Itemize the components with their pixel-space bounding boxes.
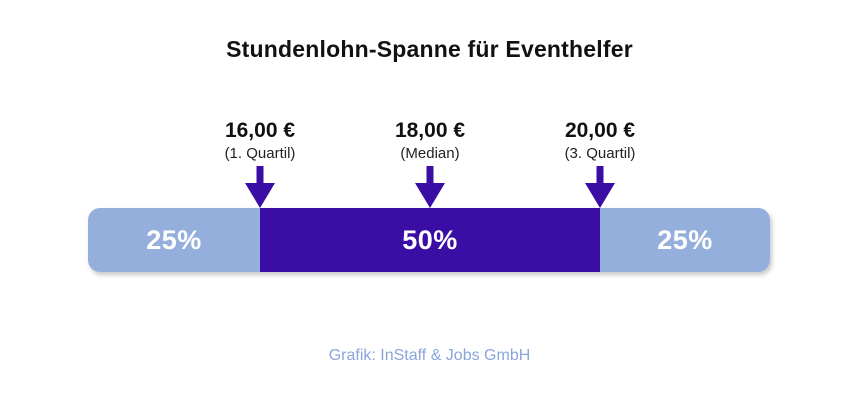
- interquartile-percent: 50%: [402, 224, 458, 255]
- first-quartile-label: (1. Quartil): [224, 145, 296, 162]
- source-credit: Grafik: InStaff & Jobs GmbH: [328, 347, 531, 364]
- annotation-third-quartile: 20,00 € (3. Quartil): [510, 118, 690, 208]
- annotation-median: 18,00 € (Median): [340, 118, 520, 208]
- bar-segment-lower-quartile: 25%: [88, 208, 260, 272]
- median-value: 18,00 €: [394, 119, 466, 142]
- arrow-down-icon: [415, 166, 445, 208]
- third-quartile-value: 20,00 €: [564, 119, 636, 142]
- bar-segment-upper-quartile: 25%: [600, 208, 770, 272]
- first-quartile-value: 16,00 €: [224, 119, 296, 142]
- wage-range-bar: 25% 50% 25%: [88, 208, 770, 272]
- arrow-down-icon: [245, 166, 275, 208]
- chart-title: Stundenlohn-Spanne für Eventhelfer: [226, 36, 633, 62]
- bar-segment-interquartile: 50%: [260, 208, 600, 272]
- third-quartile-label: (3. Quartil): [564, 145, 636, 162]
- arrow-down-icon: [585, 166, 615, 208]
- annotation-first-quartile: 16,00 € (1. Quartil): [170, 118, 350, 208]
- lower-quartile-percent: 25%: [146, 224, 202, 255]
- median-label: (Median): [400, 145, 460, 162]
- upper-quartile-percent: 25%: [657, 224, 713, 255]
